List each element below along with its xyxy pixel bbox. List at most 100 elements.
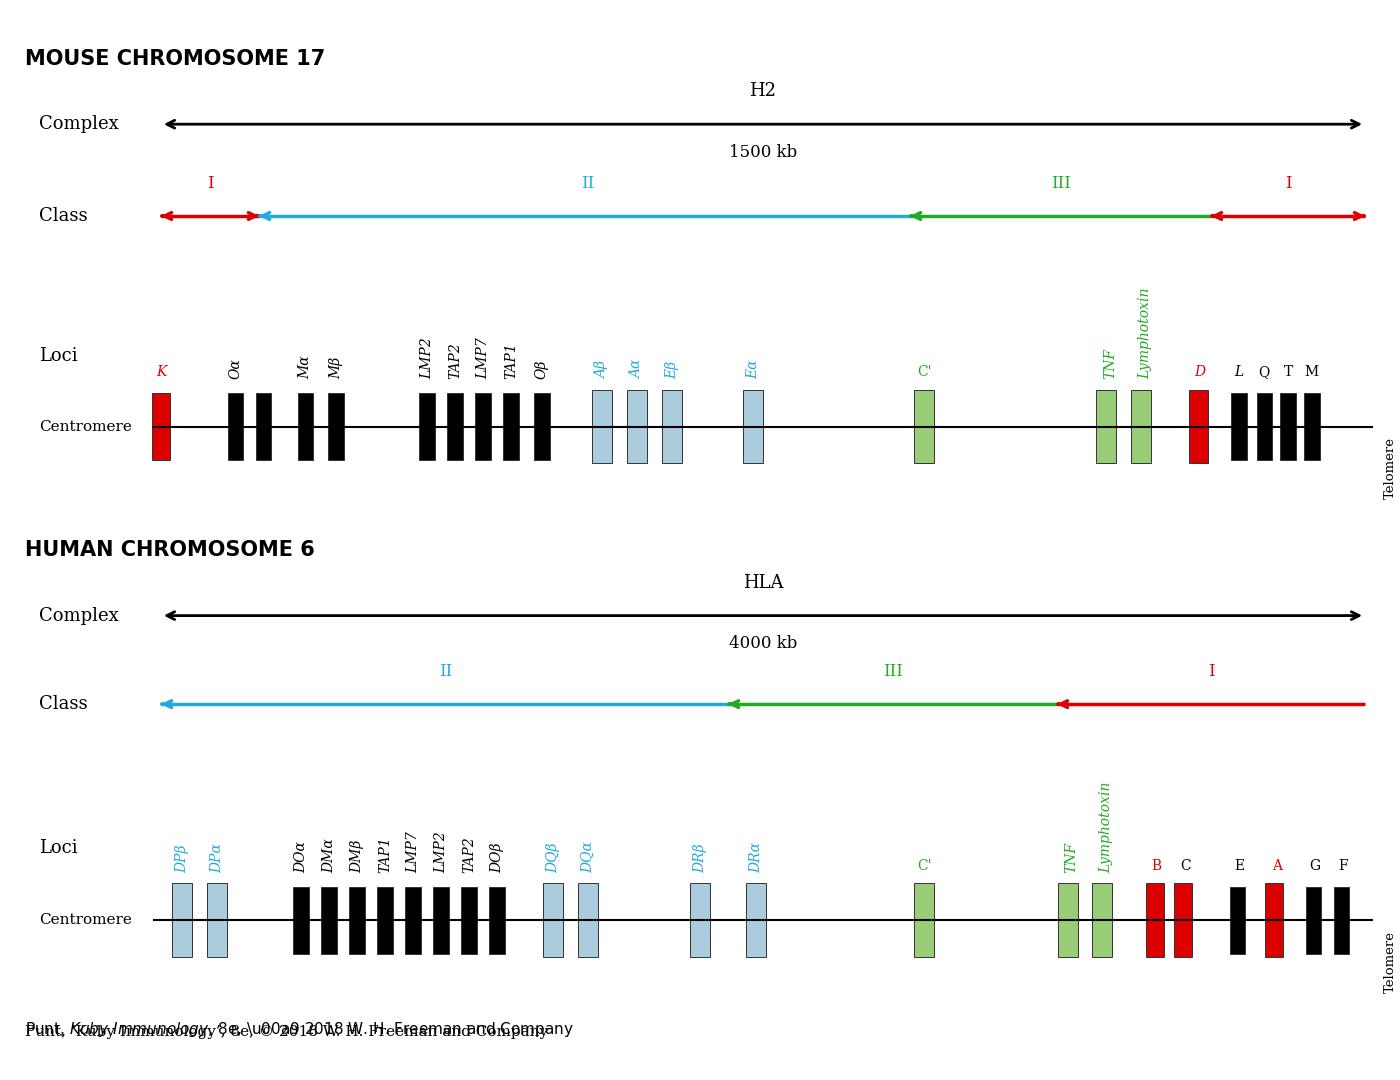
Text: Aβ: Aβ <box>595 361 609 379</box>
Text: Lymphotoxin: Lymphotoxin <box>1138 287 1152 379</box>
Bar <box>420 393 435 460</box>
Bar <box>1305 887 1322 954</box>
Text: III: III <box>883 663 903 680</box>
Text: Telomere: Telomere <box>1383 437 1397 499</box>
Text: E: E <box>1233 859 1245 873</box>
Text: Class: Class <box>39 207 88 225</box>
Bar <box>378 887 392 954</box>
Text: Centromere: Centromere <box>39 914 132 927</box>
Bar <box>543 883 563 957</box>
Text: D: D <box>1194 365 1205 379</box>
Text: HUMAN CHROMOSOME 6: HUMAN CHROMOSOME 6 <box>25 540 315 561</box>
Text: TAP1: TAP1 <box>378 836 392 873</box>
Text: LMP2: LMP2 <box>420 337 434 379</box>
Text: Eα: Eα <box>746 360 760 379</box>
Bar <box>1266 883 1284 957</box>
Text: LMP7: LMP7 <box>476 337 490 379</box>
Text: DPα: DPα <box>210 842 224 873</box>
Text: Oα: Oα <box>228 359 242 379</box>
Text: II: II <box>581 175 595 192</box>
Text: K: K <box>155 365 167 379</box>
Text: 1500 kb: 1500 kb <box>729 144 797 161</box>
Text: C: C <box>1180 859 1191 873</box>
Bar <box>406 887 420 954</box>
Bar <box>1092 883 1112 957</box>
Text: M: M <box>1305 365 1319 379</box>
Text: Lymphotoxin: Lymphotoxin <box>1099 781 1113 873</box>
Text: Loci: Loci <box>39 839 78 856</box>
Text: I: I <box>207 175 213 192</box>
Text: C': C' <box>917 365 931 379</box>
Text: LMP2: LMP2 <box>434 831 448 873</box>
Bar <box>535 393 549 460</box>
Bar <box>1189 390 1207 463</box>
Bar <box>746 883 766 957</box>
Text: DMα: DMα <box>322 838 336 873</box>
Bar <box>1131 390 1151 463</box>
Bar <box>1232 393 1247 460</box>
Text: Q: Q <box>1259 365 1270 379</box>
Text: TAP1: TAP1 <box>504 342 518 379</box>
Bar <box>328 393 344 460</box>
Bar <box>321 887 336 954</box>
Bar <box>662 390 682 463</box>
Text: DRα: DRα <box>749 841 763 873</box>
Bar <box>490 887 504 954</box>
Text: Class: Class <box>39 696 88 713</box>
Bar <box>448 393 462 460</box>
Bar <box>1147 883 1165 957</box>
Text: Aα: Aα <box>630 360 644 379</box>
Bar <box>1333 887 1350 954</box>
Text: A: A <box>1271 859 1282 873</box>
Text: LMP7: LMP7 <box>406 831 420 873</box>
Bar <box>914 883 934 957</box>
Text: TNF: TNF <box>1064 841 1078 873</box>
Bar <box>297 393 314 460</box>
Bar <box>1281 393 1296 460</box>
Text: Punt, $\it{Kuby\ Immunology}$, 8e, \u00a9 2018 W. H. Freeman and Company: Punt, $\it{Kuby\ Immunology}$, 8e, \u00a… <box>25 1020 574 1039</box>
Text: DOβ: DOβ <box>490 842 504 873</box>
Bar <box>1305 393 1320 460</box>
Text: Eβ: Eβ <box>665 361 679 379</box>
Text: G: G <box>1309 859 1320 873</box>
Bar <box>690 883 710 957</box>
Bar <box>1096 390 1116 463</box>
Bar <box>1257 393 1273 460</box>
Bar <box>1231 887 1246 954</box>
Text: Telomere: Telomere <box>1383 931 1397 993</box>
Text: L: L <box>1235 365 1243 379</box>
Text: TNF: TNF <box>1103 348 1117 379</box>
Text: II: II <box>438 663 452 680</box>
Bar <box>592 390 612 463</box>
Text: DOα: DOα <box>294 840 308 873</box>
Text: I: I <box>1285 175 1291 192</box>
Text: I: I <box>1208 663 1214 680</box>
Text: Complex: Complex <box>39 116 119 133</box>
Text: B: B <box>1151 859 1162 873</box>
Bar <box>914 390 934 463</box>
Text: TAP2: TAP2 <box>448 342 462 379</box>
Text: Mβ: Mβ <box>329 356 343 379</box>
Text: DQβ: DQβ <box>546 842 560 873</box>
Text: 4000 kb: 4000 kb <box>729 635 797 652</box>
Text: Centromere: Centromere <box>39 420 132 433</box>
Bar <box>504 393 518 460</box>
Text: DPβ: DPβ <box>175 845 189 873</box>
Text: Mα: Mα <box>298 355 312 379</box>
Text: DRβ: DRβ <box>693 843 707 873</box>
Text: T: T <box>1284 365 1292 379</box>
Text: C': C' <box>917 859 931 873</box>
Text: MOUSE CHROMOSOME 17: MOUSE CHROMOSOME 17 <box>25 49 325 69</box>
Bar <box>578 883 598 957</box>
Bar <box>743 390 763 463</box>
Text: III: III <box>1051 175 1071 192</box>
Bar <box>1173 883 1193 957</box>
Bar <box>172 883 192 957</box>
Bar <box>255 393 272 460</box>
Bar <box>462 887 476 954</box>
Bar <box>350 887 364 954</box>
Text: DQα: DQα <box>581 840 595 873</box>
Bar <box>294 887 309 954</box>
Bar <box>227 393 244 460</box>
Text: H2: H2 <box>749 82 777 100</box>
